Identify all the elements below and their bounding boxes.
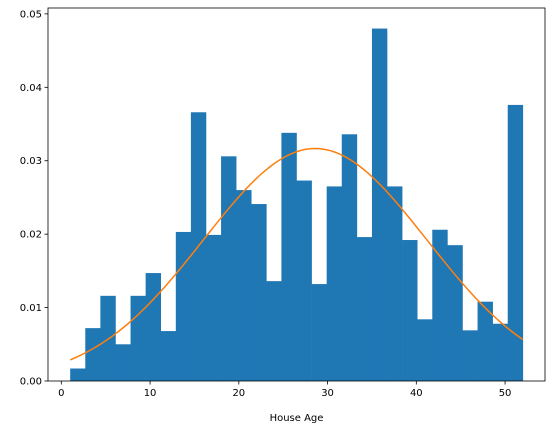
x-tick-label: 10 <box>144 388 157 399</box>
histogram-bar <box>387 186 403 381</box>
histogram-bar <box>70 368 86 381</box>
histogram-bar <box>432 229 448 381</box>
histogram-bar <box>507 104 524 381</box>
histogram-bar <box>160 331 177 381</box>
x-tick-label: 0 <box>58 388 64 399</box>
x-axis-ticks: 0 10 20 30 40 50 <box>58 381 511 399</box>
histogram-bar <box>281 132 297 381</box>
x-axis-label: House Age <box>270 413 324 424</box>
y-tick-label: 0.02 <box>20 230 42 241</box>
histogram-bar <box>311 284 327 381</box>
histogram-bar <box>356 237 373 381</box>
histogram-bars <box>70 28 524 382</box>
y-tick-label: 0.05 <box>20 9 42 20</box>
histogram-bar <box>341 134 358 381</box>
histogram-bar <box>266 281 282 381</box>
histogram-bar <box>221 156 237 381</box>
x-tick-label: 30 <box>321 388 334 399</box>
y-axis-ticks: 0.00 0.01 0.02 0.03 0.04 0.05 <box>20 9 48 388</box>
histogram-bar <box>417 319 433 381</box>
histogram-bar <box>175 231 192 381</box>
y-tick-label: 0.04 <box>20 83 42 94</box>
histogram-bar <box>402 240 418 381</box>
histogram-bar <box>251 204 267 381</box>
histogram-bar <box>326 186 343 381</box>
histogram-bar <box>447 245 463 381</box>
y-tick-label: 0.03 <box>20 156 42 167</box>
x-tick-label: 40 <box>410 388 423 399</box>
plot-frame <box>47 7 546 382</box>
histogram-bar <box>236 190 252 381</box>
x-tick-label: 50 <box>499 388 512 399</box>
x-tick-label: 20 <box>232 388 245 399</box>
histogram-bar <box>492 323 509 381</box>
histogram-bar <box>115 344 131 381</box>
histogram-bar <box>296 180 312 381</box>
y-tick-label: 0.01 <box>20 303 42 314</box>
histogram-bar <box>205 234 222 381</box>
histogram-bar <box>371 28 388 382</box>
histogram-bar <box>145 273 162 381</box>
histogram-bar <box>477 301 493 381</box>
density-curve <box>69 147 524 361</box>
y-tick-label: 0.00 <box>20 377 42 388</box>
histogram-bar <box>85 328 101 381</box>
histogram-bar <box>462 330 478 381</box>
